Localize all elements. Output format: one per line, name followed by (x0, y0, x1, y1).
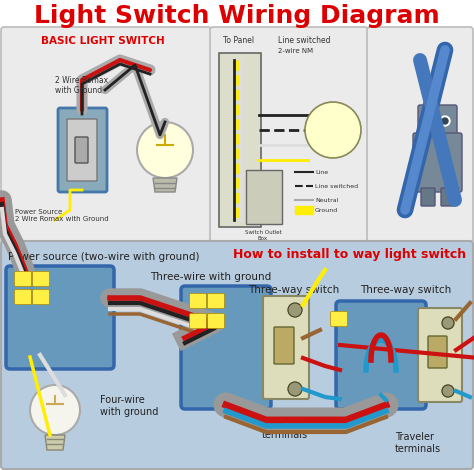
FancyBboxPatch shape (67, 119, 97, 181)
Text: Ground: Ground (315, 207, 338, 212)
FancyBboxPatch shape (428, 336, 447, 368)
Text: BASIC LIGHT SWITCH: BASIC LIGHT SWITCH (41, 36, 165, 46)
Circle shape (305, 102, 361, 158)
FancyBboxPatch shape (208, 313, 225, 329)
FancyBboxPatch shape (208, 293, 225, 308)
FancyBboxPatch shape (274, 327, 294, 364)
Text: Four-wire
with ground: Four-wire with ground (100, 395, 158, 416)
Text: 2-wire NM: 2-wire NM (278, 48, 313, 54)
Text: To Panel: To Panel (223, 36, 254, 45)
FancyBboxPatch shape (33, 290, 49, 305)
Text: Switch Outlet
Box: Switch Outlet Box (245, 230, 282, 241)
Text: Power source (two-wire with ground): Power source (two-wire with ground) (8, 252, 200, 262)
FancyBboxPatch shape (181, 286, 271, 409)
FancyBboxPatch shape (15, 290, 31, 305)
Circle shape (30, 385, 80, 435)
FancyBboxPatch shape (1, 241, 473, 469)
FancyBboxPatch shape (15, 272, 31, 287)
FancyBboxPatch shape (421, 188, 435, 206)
Text: Three-wire with ground: Three-wire with ground (150, 272, 271, 282)
Text: Traveler
terminals: Traveler terminals (262, 418, 308, 439)
FancyBboxPatch shape (263, 296, 309, 399)
FancyBboxPatch shape (367, 27, 473, 243)
FancyBboxPatch shape (75, 137, 88, 163)
FancyBboxPatch shape (58, 108, 107, 192)
FancyBboxPatch shape (190, 313, 207, 329)
Bar (295, 206, 313, 214)
Text: Line switched: Line switched (278, 36, 330, 45)
FancyBboxPatch shape (413, 133, 462, 192)
Text: Traveler
terminals: Traveler terminals (395, 432, 441, 454)
Text: Line: Line (315, 170, 328, 174)
Circle shape (442, 317, 454, 329)
Circle shape (288, 382, 302, 396)
FancyBboxPatch shape (219, 53, 261, 227)
Text: Three-way switch: Three-way switch (360, 285, 451, 295)
FancyBboxPatch shape (190, 293, 207, 308)
FancyBboxPatch shape (6, 266, 114, 369)
Text: How to install to way light switch: How to install to way light switch (233, 248, 466, 261)
FancyBboxPatch shape (1, 27, 211, 243)
Circle shape (425, 116, 435, 126)
Circle shape (288, 303, 302, 317)
Polygon shape (45, 435, 65, 450)
Text: Line switched: Line switched (315, 183, 358, 188)
FancyBboxPatch shape (330, 312, 347, 327)
Text: Light Switch Wiring Diagram: Light Switch Wiring Diagram (34, 4, 440, 28)
FancyBboxPatch shape (418, 308, 462, 402)
FancyBboxPatch shape (33, 272, 49, 287)
Circle shape (137, 122, 193, 178)
Text: Power Source
2 Wire Romax with Ground: Power Source 2 Wire Romax with Ground (15, 209, 109, 222)
Polygon shape (153, 178, 177, 192)
Circle shape (440, 116, 450, 126)
Text: Neutral: Neutral (315, 197, 338, 203)
FancyBboxPatch shape (246, 170, 282, 224)
FancyBboxPatch shape (336, 301, 426, 409)
Circle shape (427, 118, 433, 124)
Circle shape (442, 385, 454, 397)
FancyBboxPatch shape (418, 105, 457, 137)
Text: Three-way switch: Three-way switch (248, 285, 339, 295)
FancyBboxPatch shape (210, 27, 368, 243)
FancyBboxPatch shape (441, 188, 455, 206)
Text: 2 Wire Romax
with Ground: 2 Wire Romax with Ground (55, 76, 108, 95)
Circle shape (442, 118, 448, 124)
